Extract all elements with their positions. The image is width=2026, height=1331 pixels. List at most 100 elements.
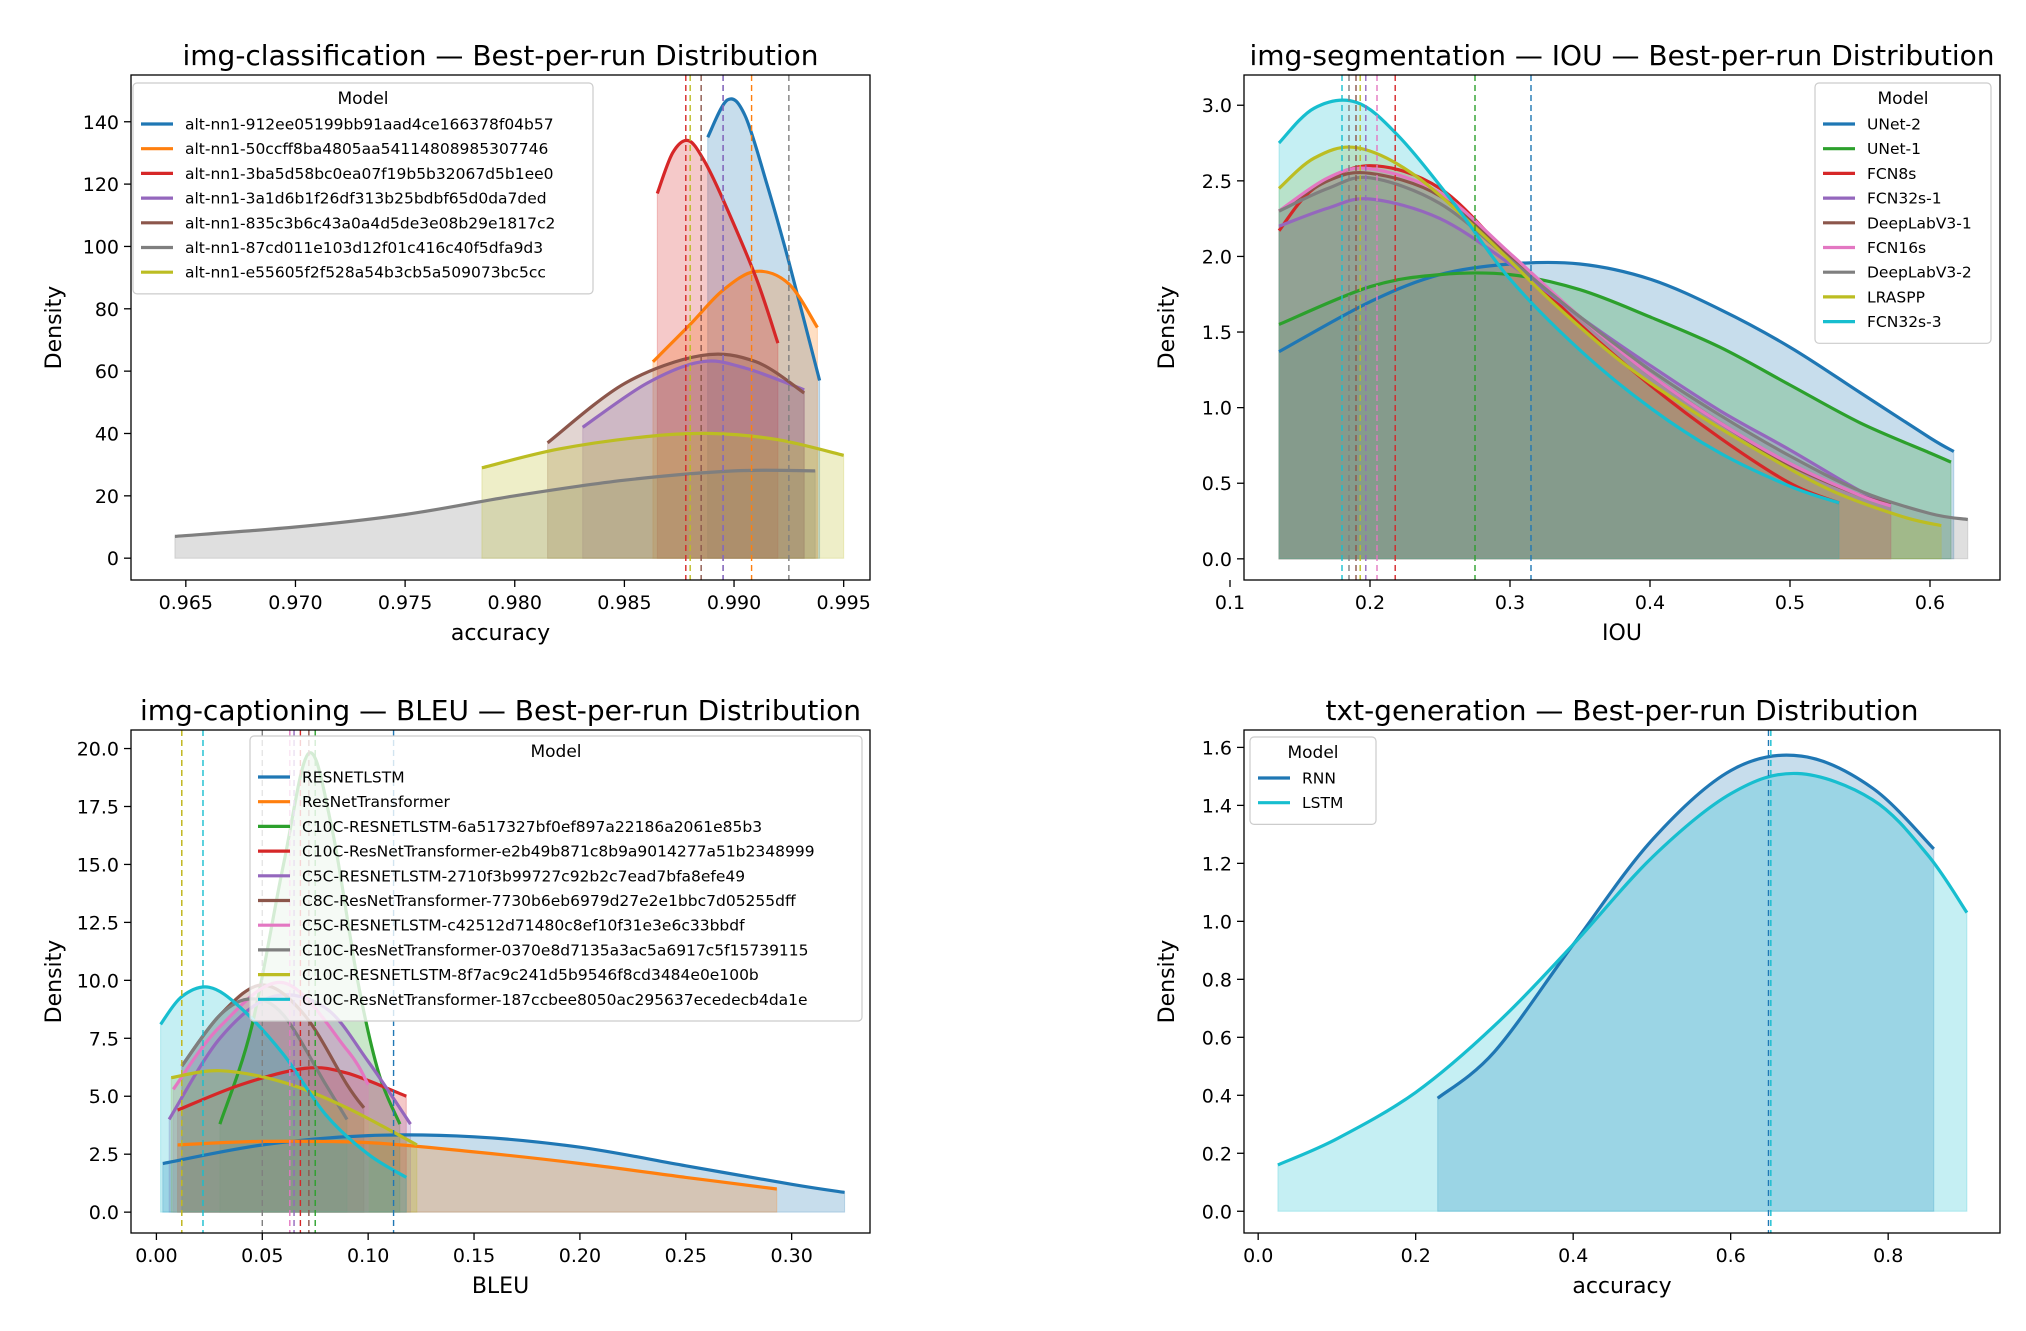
- series-line-1: [1436, 753, 1935, 1100]
- chart-panel-3: 0.00 0.05 0.10 0.15 0.20 0.25 0.30 0.0 2.5 5.0 7.5…: [42, 694, 871, 1299]
- y-tick-label: 1.2: [1202, 853, 1232, 875]
- legend-label: FCN8s: [1867, 165, 1916, 183]
- x-tick-label: 0.6: [1716, 1245, 1746, 1267]
- legend-label: C10C-ResNetTransformer-e2b49b871c8b9a901…: [302, 843, 815, 861]
- legend-box: [1814, 82, 1992, 344]
- legend-label: C10C-ResNetTransformer-187ccbee8050ac295…: [302, 991, 808, 1009]
- x-axis-label: accuracy: [1572, 1274, 1671, 1299]
- x-tick-label: 0.0: [1243, 1245, 1273, 1267]
- axes-frame: [1243, 74, 2001, 581]
- legend-label: RESNETLSTM: [302, 769, 405, 787]
- x-tick-label: 0.995: [816, 592, 870, 614]
- legend-label: alt-nn1-87cd011e103d12f01c416c40f5dfa9d3: [185, 239, 543, 257]
- y-tick-label: 80: [95, 299, 119, 321]
- y-tick-label: 1.6: [1202, 737, 1232, 759]
- legend-label: alt-nn1-912ee05199bb91aad4ce166378f04b57: [185, 116, 554, 134]
- legend-label: alt-nn1-835c3b6c43a0a4d5de3e08b29e1817c2: [185, 214, 555, 232]
- y-tick-label: 120: [83, 174, 119, 196]
- legend-label: C10C-RESNETLSTM-6a517327bf0ef897a22186a2…: [302, 818, 762, 836]
- plot-area: [159, 730, 846, 1233]
- legend-title: Model: [530, 742, 581, 762]
- x-tick-label: 0.20: [559, 1245, 601, 1267]
- chart-title: img-segmentation — IOU — Best-per-run Di…: [1249, 39, 1994, 72]
- x-tick-label: 0.6: [1915, 592, 1945, 614]
- legend-box: [249, 735, 863, 1022]
- legend-box: [132, 82, 594, 295]
- y-tick-label: 17.5: [77, 796, 119, 818]
- y-tick-label: 0.8: [1202, 969, 1232, 991]
- legend-label: UNet-1: [1867, 140, 1921, 158]
- chart-panel-2: 0.1 0.2 0.3 0.4 0.5 0.6 0.0 0.5 1.0 1.5 2.0 2.5 3.0 i…: [1155, 39, 2001, 646]
- legend: Model RNN LSTM: [1249, 736, 1377, 826]
- legend-label: alt-nn1-e55605f2f528a54b3cb5a509073bc5cc: [185, 264, 546, 282]
- series-line-4: [177, 1066, 407, 1112]
- y-tick-label: 140: [83, 112, 119, 134]
- x-tick-label: 0.2: [1401, 1245, 1431, 1267]
- axes-frame: [130, 729, 871, 1234]
- series-line-2: [1277, 771, 1969, 1167]
- x-tick-label: 0.00: [135, 1245, 177, 1267]
- legend-label: C8C-ResNetTransformer-7730b6eb6979d27e2e…: [302, 892, 796, 910]
- y-tick-label: 2.0: [1202, 246, 1232, 268]
- x-tick-label: 0.30: [770, 1245, 812, 1267]
- chart-panel-4: 0.0 0.2 0.4 0.6 0.8 0.0 0.2 0.4 0.6 0.8 1.0 1.2 1.4 1…: [1155, 694, 2001, 1299]
- x-tick-label: 0.8: [1873, 1245, 1903, 1267]
- y-axis-label: Density: [42, 286, 67, 370]
- series-line-3: [655, 138, 780, 344]
- legend-label: C10C-RESNETLSTM-8f7ac9c241d5b9546f8cd348…: [302, 966, 759, 984]
- legend-label: C5C-RESNETLSTM-2710f3b99727c92b2c7ead7bf…: [302, 867, 745, 885]
- x-tick-label: 0.970: [268, 592, 322, 614]
- legend-label: alt-nn1-3a1d6b1f26df313b25bdbf65d0da7ded: [185, 190, 547, 208]
- y-tick-label: 40: [95, 423, 119, 445]
- series-line-1: [162, 1133, 845, 1194]
- y-tick-label: 0.0: [89, 1202, 119, 1224]
- y-tick-label: 0.0: [1202, 1201, 1232, 1223]
- chart-title: img-classification — Best-per-run Distri…: [182, 39, 818, 72]
- x-tick-label: 0.15: [453, 1245, 495, 1267]
- legend-label: FCN16s: [1867, 239, 1926, 257]
- series-line-7: [1278, 175, 1969, 522]
- y-tick-label: 60: [95, 361, 119, 383]
- y-tick-label: 0.4: [1202, 1085, 1232, 1107]
- y-tick-label: 1.0: [1202, 911, 1232, 933]
- x-tick-label: 0.980: [488, 592, 542, 614]
- chart-title: img-captioning — BLEU — Best-per-run Dis…: [140, 694, 861, 727]
- legend-label: C10C-ResNetTransformer-0370e8d7135a3ac5a…: [302, 941, 809, 959]
- x-tick-label: 0.965: [159, 592, 213, 614]
- legend-label: LRASPP: [1867, 288, 1925, 306]
- x-axis-label: IOU: [1602, 621, 1642, 646]
- x-axis-label: accuracy: [451, 621, 550, 646]
- x-tick-label: 0.985: [597, 592, 651, 614]
- plot-area: [1277, 730, 1969, 1233]
- legend-label: RNN: [1302, 770, 1336, 788]
- legend-label: C5C-RESNETLSTM-c42512d71480c8ef10f31e3e6…: [302, 917, 745, 935]
- y-axis-label: Density: [1155, 940, 1180, 1024]
- x-axis-label: BLEU: [472, 1274, 529, 1299]
- series-line-9: [1277, 98, 1840, 505]
- legend-label: FCN32s-1: [1867, 190, 1942, 208]
- y-tick-label: 20.0: [77, 739, 119, 761]
- x-tick-label: 0.1: [1215, 592, 1245, 614]
- legend-label: ResNetTransformer: [302, 793, 451, 811]
- y-tick-label: 7.5: [89, 1028, 119, 1050]
- axes-frame: [130, 74, 871, 581]
- x-tick-label: 0.4: [1635, 592, 1665, 614]
- y-tick-label: 0.5: [1202, 473, 1232, 495]
- legend-label: FCN32s-3: [1867, 313, 1942, 331]
- x-tick-label: 0.2: [1355, 592, 1385, 614]
- y-tick-label: 2.5: [89, 1144, 119, 1166]
- x-tick-label: 0.3: [1495, 592, 1525, 614]
- y-tick-label: 2.5: [1202, 171, 1232, 193]
- chart-title: txt-generation — Best-per-run Distributi…: [1326, 694, 1919, 727]
- series-fill-2: [1277, 772, 1968, 1212]
- legend-label: UNet-2: [1867, 116, 1921, 134]
- series-line-9: [170, 1069, 418, 1147]
- chart-panel-1: 0.965 0.970 0.975 0.980 0.985 0.990 0.995 0 20 40…: [42, 39, 871, 646]
- y-axis-label: Density: [42, 940, 67, 1024]
- legend-label: alt-nn1-3ba5d58bc0ea07f19b5b32067d5b1ee0: [185, 165, 554, 183]
- legend-label: alt-nn1-50ccff8ba4805aa54114808985307746: [185, 140, 548, 158]
- y-axis-label: Density: [1155, 286, 1180, 370]
- x-tick-label: 0.25: [665, 1245, 707, 1267]
- legend-label: DeepLabV3-1: [1867, 214, 1972, 232]
- y-tick-label: 10.0: [77, 970, 119, 992]
